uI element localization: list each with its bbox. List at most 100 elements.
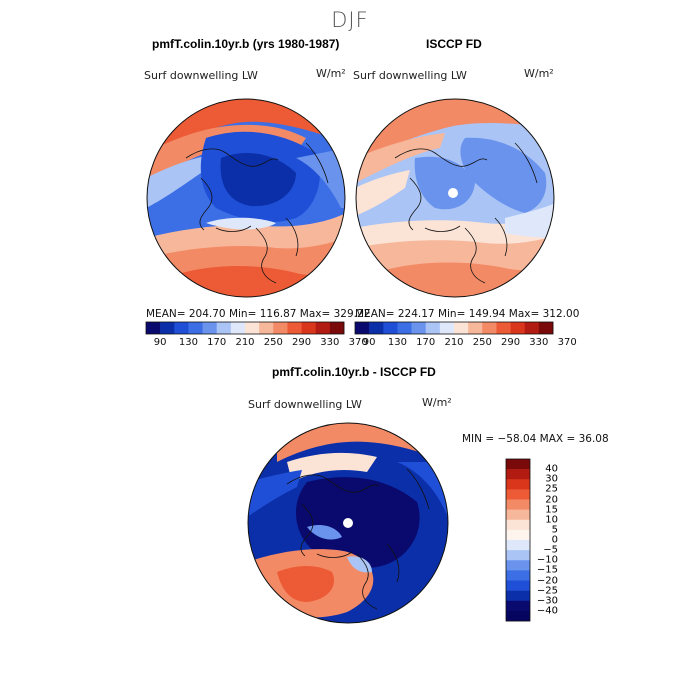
diff-map-variable: Surf downwelling LW bbox=[248, 398, 362, 411]
diff-colorbar-swatch bbox=[506, 509, 530, 521]
right-colorbar-tick: 250 bbox=[472, 337, 492, 348]
diff-colorbar-swatch bbox=[506, 600, 530, 612]
left-colorbar-swatch bbox=[230, 322, 246, 334]
diff-colorbar-swatch bbox=[506, 529, 530, 541]
left-colorbar bbox=[145, 321, 345, 335]
left-colorbar-swatch bbox=[301, 322, 317, 334]
left-colorbar-swatch bbox=[259, 322, 274, 334]
left-colorbar-swatch bbox=[329, 322, 345, 334]
diff-colorbar-swatch bbox=[506, 610, 530, 622]
diff-colorbar-label: −20 bbox=[536, 575, 558, 586]
right-colorbar-swatch bbox=[496, 322, 511, 334]
right-colorbar bbox=[354, 321, 554, 335]
right-colorbar-tick: 170 bbox=[416, 337, 436, 348]
right-colorbar-swatch bbox=[524, 322, 540, 334]
diff-colorbar-swatch bbox=[506, 479, 530, 490]
left-colorbar-swatch bbox=[315, 322, 331, 334]
diff-colorbar-label: 25 bbox=[545, 483, 558, 495]
diff-colorbar-label: −5 bbox=[543, 544, 558, 556]
right-colorbar-tick: 330 bbox=[529, 337, 549, 348]
right-map-variable: Surf downwelling LW bbox=[353, 69, 467, 82]
right-map-title: ISCCP FD bbox=[426, 37, 482, 51]
diff-colorbar bbox=[505, 458, 531, 622]
left-colorbar-tick: 170 bbox=[207, 337, 227, 348]
left-colorbar-swatch bbox=[287, 322, 302, 334]
left-colorbar-swatch bbox=[188, 322, 203, 334]
diff-map-stats: MIN = −58.04 MAX = 36.08 bbox=[462, 433, 609, 445]
left-colorbar-swatch bbox=[216, 322, 232, 334]
left-colorbar-swatch bbox=[202, 322, 218, 334]
left-colorbar-swatch bbox=[160, 322, 175, 334]
left-map-units: W/m² bbox=[316, 67, 346, 80]
left-colorbar-tick: 290 bbox=[292, 337, 312, 348]
right-colorbar-swatch bbox=[439, 322, 455, 334]
right-colorbar-swatch bbox=[454, 322, 469, 334]
right-colorbar-tick: 210 bbox=[444, 337, 464, 348]
left-colorbar-tick: 370 bbox=[348, 337, 368, 348]
right-colorbar-ticks: 90 130 170 210 250 290 330 370 bbox=[355, 337, 577, 349]
diff-colorbar-label: −30 bbox=[536, 595, 558, 607]
left-colorbar-tick: 90 bbox=[153, 337, 167, 348]
right-colorbar-swatch bbox=[397, 322, 412, 334]
diff-colorbar-swatch bbox=[506, 570, 530, 581]
left-colorbar-tick: 210 bbox=[235, 337, 255, 348]
diff-colorbar-label: 20 bbox=[545, 494, 558, 505]
diff-map-title: pmfT.colin.10yr.b - ISCCP FD bbox=[272, 365, 436, 379]
right-colorbar-tick: 90 bbox=[362, 337, 376, 348]
diff-colorbar-swatch bbox=[506, 489, 530, 500]
diff-colorbar-labels: 40 30 25 20 15 10 5 0 −5 −10 −15 −20 −25 −30 −40 bbox=[504, 459, 558, 621]
diff-colorbar-label: −40 bbox=[536, 605, 558, 617]
right-colorbar-swatch bbox=[411, 322, 427, 334]
diff-colorbar-label: 0 bbox=[551, 534, 558, 546]
right-colorbar-tick: 370 bbox=[557, 337, 577, 348]
diff-colorbar-border bbox=[505, 458, 531, 622]
diff-colorbar-swatch bbox=[506, 550, 530, 561]
left-colorbar-swatch bbox=[174, 322, 189, 334]
diff-colorbar-swatch bbox=[506, 499, 530, 510]
right-colorbar-border bbox=[354, 321, 554, 335]
right-colorbar-swatch bbox=[510, 322, 526, 334]
right-colorbar-swatch bbox=[482, 322, 497, 334]
diff-colorbar-swatch bbox=[506, 560, 530, 571]
right-colorbar-swatch bbox=[369, 322, 384, 334]
left-colorbar-swatch bbox=[146, 322, 161, 334]
right-colorbar-tick: 130 bbox=[387, 337, 407, 348]
diff-colorbar-label: 10 bbox=[545, 514, 558, 526]
left-colorbar-tick: 330 bbox=[320, 337, 340, 348]
left-map-variable: Surf downwelling LW bbox=[144, 69, 258, 82]
diff-colorbar-label: 40 bbox=[545, 463, 558, 475]
right-colorbar-swatch bbox=[468, 322, 483, 334]
right-map-units: W/m² bbox=[524, 67, 554, 80]
left-colorbar-tick: 250 bbox=[263, 337, 283, 348]
right-colorbar-swatch bbox=[425, 322, 441, 334]
diff-colorbar-label: −10 bbox=[536, 554, 558, 566]
diff-colorbar-label: −15 bbox=[536, 564, 558, 576]
left-colorbar-border bbox=[145, 321, 345, 335]
diff-colorbar-swatch bbox=[506, 590, 530, 602]
right-polar-map bbox=[355, 98, 555, 298]
diff-colorbar-swatch bbox=[506, 469, 530, 480]
diff-colorbar-swatch bbox=[506, 540, 530, 551]
right-map-stats: MEAN= 224.17 Min= 149.94 Max= 312.00 bbox=[355, 308, 580, 320]
left-colorbar-swatch bbox=[273, 322, 288, 334]
left-colorbar-ticks: 90 130 170 210 250 290 330 370 bbox=[146, 337, 368, 349]
diff-polar-map bbox=[247, 422, 449, 624]
left-map-stats: MEAN= 204.70 Min= 116.87 Max= 329.22 bbox=[146, 308, 371, 320]
diff-colorbar-label: −25 bbox=[536, 585, 558, 597]
diff-colorbar-label: 15 bbox=[545, 504, 558, 516]
right-colorbar-swatch bbox=[355, 322, 370, 334]
left-colorbar-tick: 130 bbox=[178, 337, 198, 348]
left-colorbar-swatch bbox=[245, 322, 260, 334]
diff-colorbar-swatch bbox=[506, 519, 530, 531]
season-title: DJF bbox=[331, 8, 369, 32]
right-colorbar-swatch bbox=[538, 322, 554, 334]
diff-colorbar-swatch bbox=[506, 459, 530, 470]
diff-colorbar-swatch bbox=[506, 580, 530, 591]
right-colorbar-tick: 290 bbox=[501, 337, 521, 348]
right-colorbar-swatch bbox=[383, 322, 398, 334]
diff-map-units: W/m² bbox=[422, 396, 452, 409]
diff-colorbar-label: 5 bbox=[551, 524, 558, 536]
left-map-title: pmfT.colin.10yr.b (yrs 1980-1987) bbox=[152, 37, 340, 51]
left-polar-map bbox=[146, 98, 346, 298]
diff-colorbar-label: 30 bbox=[545, 473, 558, 485]
